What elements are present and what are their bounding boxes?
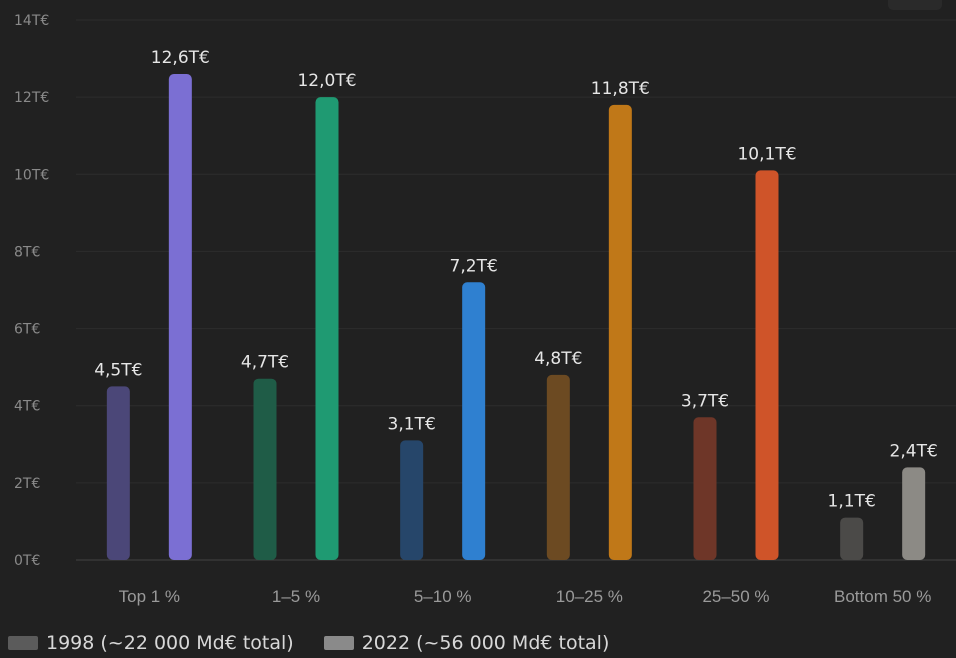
bar[interactable]	[546, 374, 570, 560]
y-tick-label: 12T€	[14, 90, 49, 106]
bar-value-label: 12,0T€	[297, 71, 356, 91]
y-tick-label: 8T€	[14, 244, 40, 260]
x-axis-categories: Top 1 % 1–5 % 5–10 % 10–25 % 25–50 % Bottom 5…	[119, 587, 932, 606]
bar[interactable]	[315, 97, 339, 561]
bar[interactable]	[608, 104, 632, 560]
y-tick-label: 10T€	[14, 167, 49, 183]
bar-value-label: 3,7T€	[681, 391, 729, 411]
x-tick-label: 25–50 %	[702, 587, 769, 606]
x-tick-label: Bottom 50 %	[834, 587, 931, 606]
x-tick-label: 1–5 %	[272, 587, 320, 606]
legend-item-2022[interactable]: 2022 (~56 000 Md€ total)	[323, 632, 610, 654]
bar-value-label: 10,1T€	[737, 144, 796, 164]
bar-value-label: 12,6T€	[151, 48, 210, 68]
legend-swatch-1998	[8, 636, 38, 650]
y-tick-label: 0T€	[14, 553, 40, 569]
bar[interactable]	[253, 378, 277, 560]
bar-chart: 0T€2T€4T€6T€8T€10T€12T€14T€ 4,5T€12,6T€4…	[14, 13, 956, 606]
value-labels: 4,5T€ 12,6T€ 4,7T€ 12,0T€ 3,1T€ 7,2T€ 4,8T€ 11,…	[94, 48, 938, 512]
bar-value-label: 4,8T€	[534, 349, 582, 369]
bar-value-label: 7,2T€	[450, 256, 498, 276]
bar[interactable]	[168, 74, 192, 560]
chart-menu-button[interactable]	[888, 0, 942, 10]
bar[interactable]	[902, 467, 926, 560]
legend-label-1998: 1998 (~22 000 Md€ total)	[46, 632, 294, 654]
y-tick-label: 6T€	[14, 322, 40, 338]
bar[interactable]	[106, 386, 130, 560]
y-tick-label: 14T€	[14, 13, 49, 29]
legend-item-1998[interactable]: 1998 (~22 000 Md€ total)	[8, 632, 294, 654]
bar-value-label: 4,7T€	[241, 353, 289, 373]
y-tick-label: 4T€	[14, 399, 40, 415]
bar-value-label: 11,8T€	[591, 79, 650, 99]
bars	[106, 74, 926, 561]
y-axis-ticks: 0T€ 2T€ 4T€ 6T€ 8T€ 10T€ 12T€ 14T€	[14, 13, 49, 569]
y-tick-label: 2T€	[14, 476, 40, 492]
grid-lines	[76, 19, 956, 561]
x-tick-label: 5–10 %	[414, 587, 472, 606]
bar[interactable]	[755, 170, 779, 560]
x-tick-label: Top 1 %	[119, 587, 180, 606]
legend-swatch-2022	[323, 636, 354, 650]
bar-value-label: 1,1T€	[828, 492, 876, 512]
bar-value-label: 3,1T€	[388, 414, 436, 434]
x-tick-label: 10–25 %	[556, 587, 623, 606]
legend: 1998 (~22 000 Md€ total) 2022 (~56 000 M…	[8, 632, 609, 654]
legend-label-2022: 2022 (~56 000 Md€ total)	[361, 632, 610, 654]
bar[interactable]	[400, 440, 424, 560]
bar-value-label: 2,4T€	[890, 441, 938, 461]
bar[interactable]	[693, 417, 717, 560]
bar[interactable]	[462, 282, 486, 560]
bar-value-label: 4,5T€	[94, 360, 142, 380]
bar[interactable]	[840, 517, 864, 560]
